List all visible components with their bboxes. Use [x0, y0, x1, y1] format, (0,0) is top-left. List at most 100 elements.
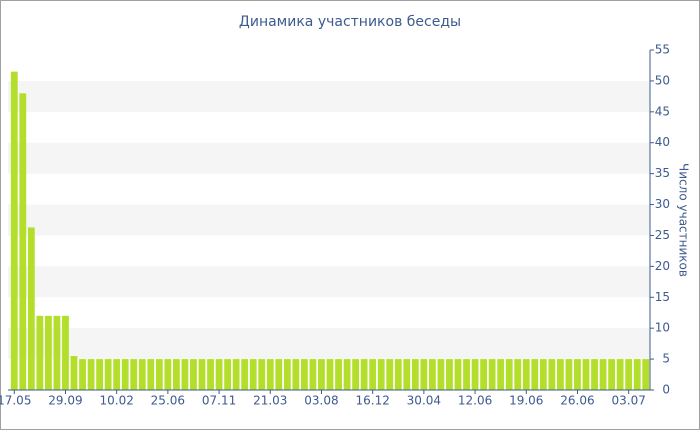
- grid-band: [8, 80, 650, 112]
- x-tick-label: 16.12: [355, 394, 389, 408]
- bar: [471, 359, 479, 390]
- bar: [446, 359, 453, 390]
- bar: [497, 359, 505, 390]
- grid-band: [8, 204, 650, 236]
- bar: [574, 359, 581, 390]
- x-tick-label: 03.08: [304, 394, 338, 408]
- bar: [130, 359, 138, 390]
- bar: [386, 359, 394, 390]
- bar: [309, 359, 317, 390]
- x-tick-label: 10.02: [99, 394, 133, 408]
- bar: [70, 356, 78, 390]
- y-tick-label: 10: [655, 321, 670, 335]
- bar: [121, 359, 129, 390]
- bar: [616, 359, 624, 390]
- bar: [19, 93, 27, 390]
- bar: [190, 359, 197, 390]
- bar: [548, 359, 556, 390]
- bar: [625, 359, 633, 390]
- bar: [113, 359, 121, 390]
- bar: [318, 359, 325, 390]
- bar: [335, 359, 342, 390]
- bar: [96, 359, 104, 390]
- bar: [104, 359, 112, 390]
- bar: [633, 359, 641, 390]
- bar: [181, 359, 189, 390]
- grid-band: [8, 266, 650, 298]
- y-tick-label: 55: [655, 43, 670, 57]
- bar: [531, 359, 539, 390]
- y-tick-label: 25: [655, 228, 670, 242]
- x-tick-label: 03.07: [611, 394, 645, 408]
- bar: [138, 359, 146, 390]
- bar: [164, 359, 172, 390]
- y-tick-label: 40: [655, 135, 670, 149]
- bar: [198, 359, 206, 390]
- x-tick-label: 07.11: [202, 394, 236, 408]
- x-tick-label: 25.06: [151, 394, 185, 408]
- bar: [360, 359, 368, 390]
- bar: [258, 359, 266, 390]
- bar: [608, 359, 616, 390]
- x-tick-label: 21.03: [253, 394, 287, 408]
- bar: [394, 359, 402, 390]
- bar: [599, 359, 607, 390]
- bar: [343, 359, 351, 390]
- y-tick-label: 15: [655, 290, 670, 304]
- bar: [505, 359, 513, 390]
- y-tick-label: 0: [662, 383, 670, 397]
- y-tick-label: 35: [655, 166, 670, 180]
- y-tick-label: 5: [662, 352, 670, 366]
- bar: [582, 359, 590, 390]
- bar: [463, 359, 470, 390]
- bar: [275, 359, 283, 390]
- bar: [147, 359, 155, 390]
- bar: [283, 359, 291, 390]
- bar: [591, 359, 598, 390]
- bar: [62, 315, 69, 390]
- x-tick-label: 12.06: [458, 394, 492, 408]
- bar: [215, 359, 223, 390]
- bar: [420, 359, 428, 390]
- x-tick-label: 19.06: [509, 394, 543, 408]
- bar: [10, 71, 18, 391]
- grid-band: [8, 328, 650, 360]
- y-tick-label: 45: [655, 104, 670, 118]
- bar: [556, 359, 564, 390]
- bar: [377, 359, 385, 390]
- x-tick-label: 17.05: [0, 394, 31, 408]
- x-tick-label: 30.04: [407, 394, 441, 408]
- bar: [454, 359, 462, 390]
- bar: [155, 359, 163, 390]
- bar: [266, 359, 274, 390]
- bar: [369, 359, 377, 390]
- y-tick-label: 50: [655, 73, 670, 87]
- grid-band: [8, 142, 650, 174]
- bar: [36, 315, 44, 390]
- bar: [514, 359, 522, 390]
- x-tick-label: 29.09: [48, 394, 82, 408]
- bar: [87, 359, 95, 390]
- bar: [480, 359, 488, 390]
- bar: [53, 315, 61, 390]
- bar: [224, 359, 232, 390]
- bar: [172, 359, 180, 390]
- bar: [249, 359, 257, 390]
- bar: [27, 227, 35, 390]
- chart-title: Динамика участников беседы: [239, 14, 461, 30]
- bar: [488, 359, 496, 390]
- bar: [352, 359, 360, 390]
- bar: [79, 359, 86, 390]
- x-tick-label: 26.06: [560, 394, 594, 408]
- y-axis-title: Число участников: [677, 163, 691, 277]
- bar: [326, 359, 334, 390]
- bar: [411, 359, 419, 390]
- bar: [642, 359, 650, 390]
- bar: [539, 359, 547, 390]
- bar: [207, 359, 214, 390]
- bar: [241, 359, 249, 390]
- bar: [292, 359, 300, 390]
- bar: [403, 359, 411, 390]
